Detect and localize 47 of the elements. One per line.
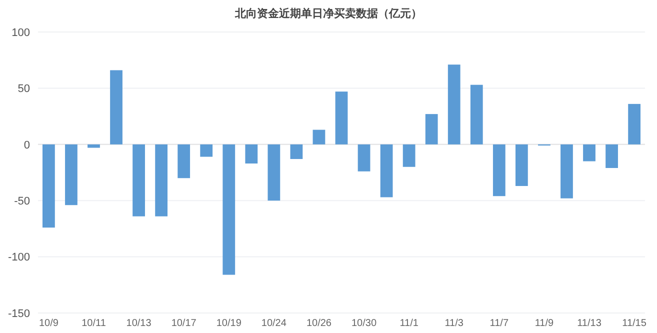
bar bbox=[470, 84, 483, 144]
y-tick-label: 50 bbox=[18, 83, 30, 96]
bar bbox=[42, 144, 55, 228]
x-tick-label: 10/11 bbox=[82, 318, 106, 329]
x-tick-label: 11/15 bbox=[622, 318, 647, 329]
bar bbox=[628, 104, 640, 144]
bar bbox=[110, 70, 122, 144]
bar bbox=[448, 64, 460, 144]
x-tick-label: 10/13 bbox=[126, 318, 152, 329]
bar bbox=[425, 114, 438, 144]
y-tick-label: -100 bbox=[8, 252, 30, 264]
bar bbox=[155, 144, 168, 216]
bar bbox=[200, 144, 213, 157]
bar bbox=[583, 144, 596, 162]
bar bbox=[515, 144, 528, 186]
bar bbox=[268, 144, 280, 201]
x-tick-label: 10/26 bbox=[306, 318, 332, 329]
x-tick-label: 10/24 bbox=[261, 318, 287, 329]
bar bbox=[178, 144, 190, 178]
chart-title: 北向资金近期单日净买卖数据（亿元） bbox=[234, 7, 422, 20]
bar bbox=[222, 144, 236, 275]
bar bbox=[312, 130, 326, 144]
x-tick-label: 10/9 bbox=[38, 318, 59, 329]
bar bbox=[245, 144, 258, 164]
y-tick-label: -50 bbox=[14, 195, 30, 208]
x-tick-label: 10/19 bbox=[216, 318, 242, 329]
bar bbox=[335, 92, 348, 144]
x-tick-label: 11/3 bbox=[444, 318, 464, 329]
y-tick-label: 0 bbox=[24, 139, 30, 152]
x-tick-label: 10/17 bbox=[171, 318, 197, 329]
x-tick-label: 10/30 bbox=[352, 318, 377, 329]
bar bbox=[358, 144, 370, 172]
bar bbox=[88, 144, 100, 148]
bar bbox=[65, 144, 78, 206]
bar bbox=[492, 144, 506, 196]
y-tick-label: -150 bbox=[8, 308, 30, 320]
x-tick-label: 11/1 bbox=[400, 318, 419, 329]
bar bbox=[132, 144, 145, 216]
bar bbox=[402, 144, 416, 167]
bar bbox=[380, 144, 393, 198]
y-tick-label: 100 bbox=[12, 26, 30, 39]
x-tick-label: 11/13 bbox=[577, 318, 602, 329]
bar bbox=[560, 144, 573, 198]
bar bbox=[290, 144, 303, 160]
bar bbox=[606, 144, 618, 168]
x-tick-label: 11/9 bbox=[534, 318, 554, 329]
x-tick-label: 11/7 bbox=[490, 318, 509, 329]
